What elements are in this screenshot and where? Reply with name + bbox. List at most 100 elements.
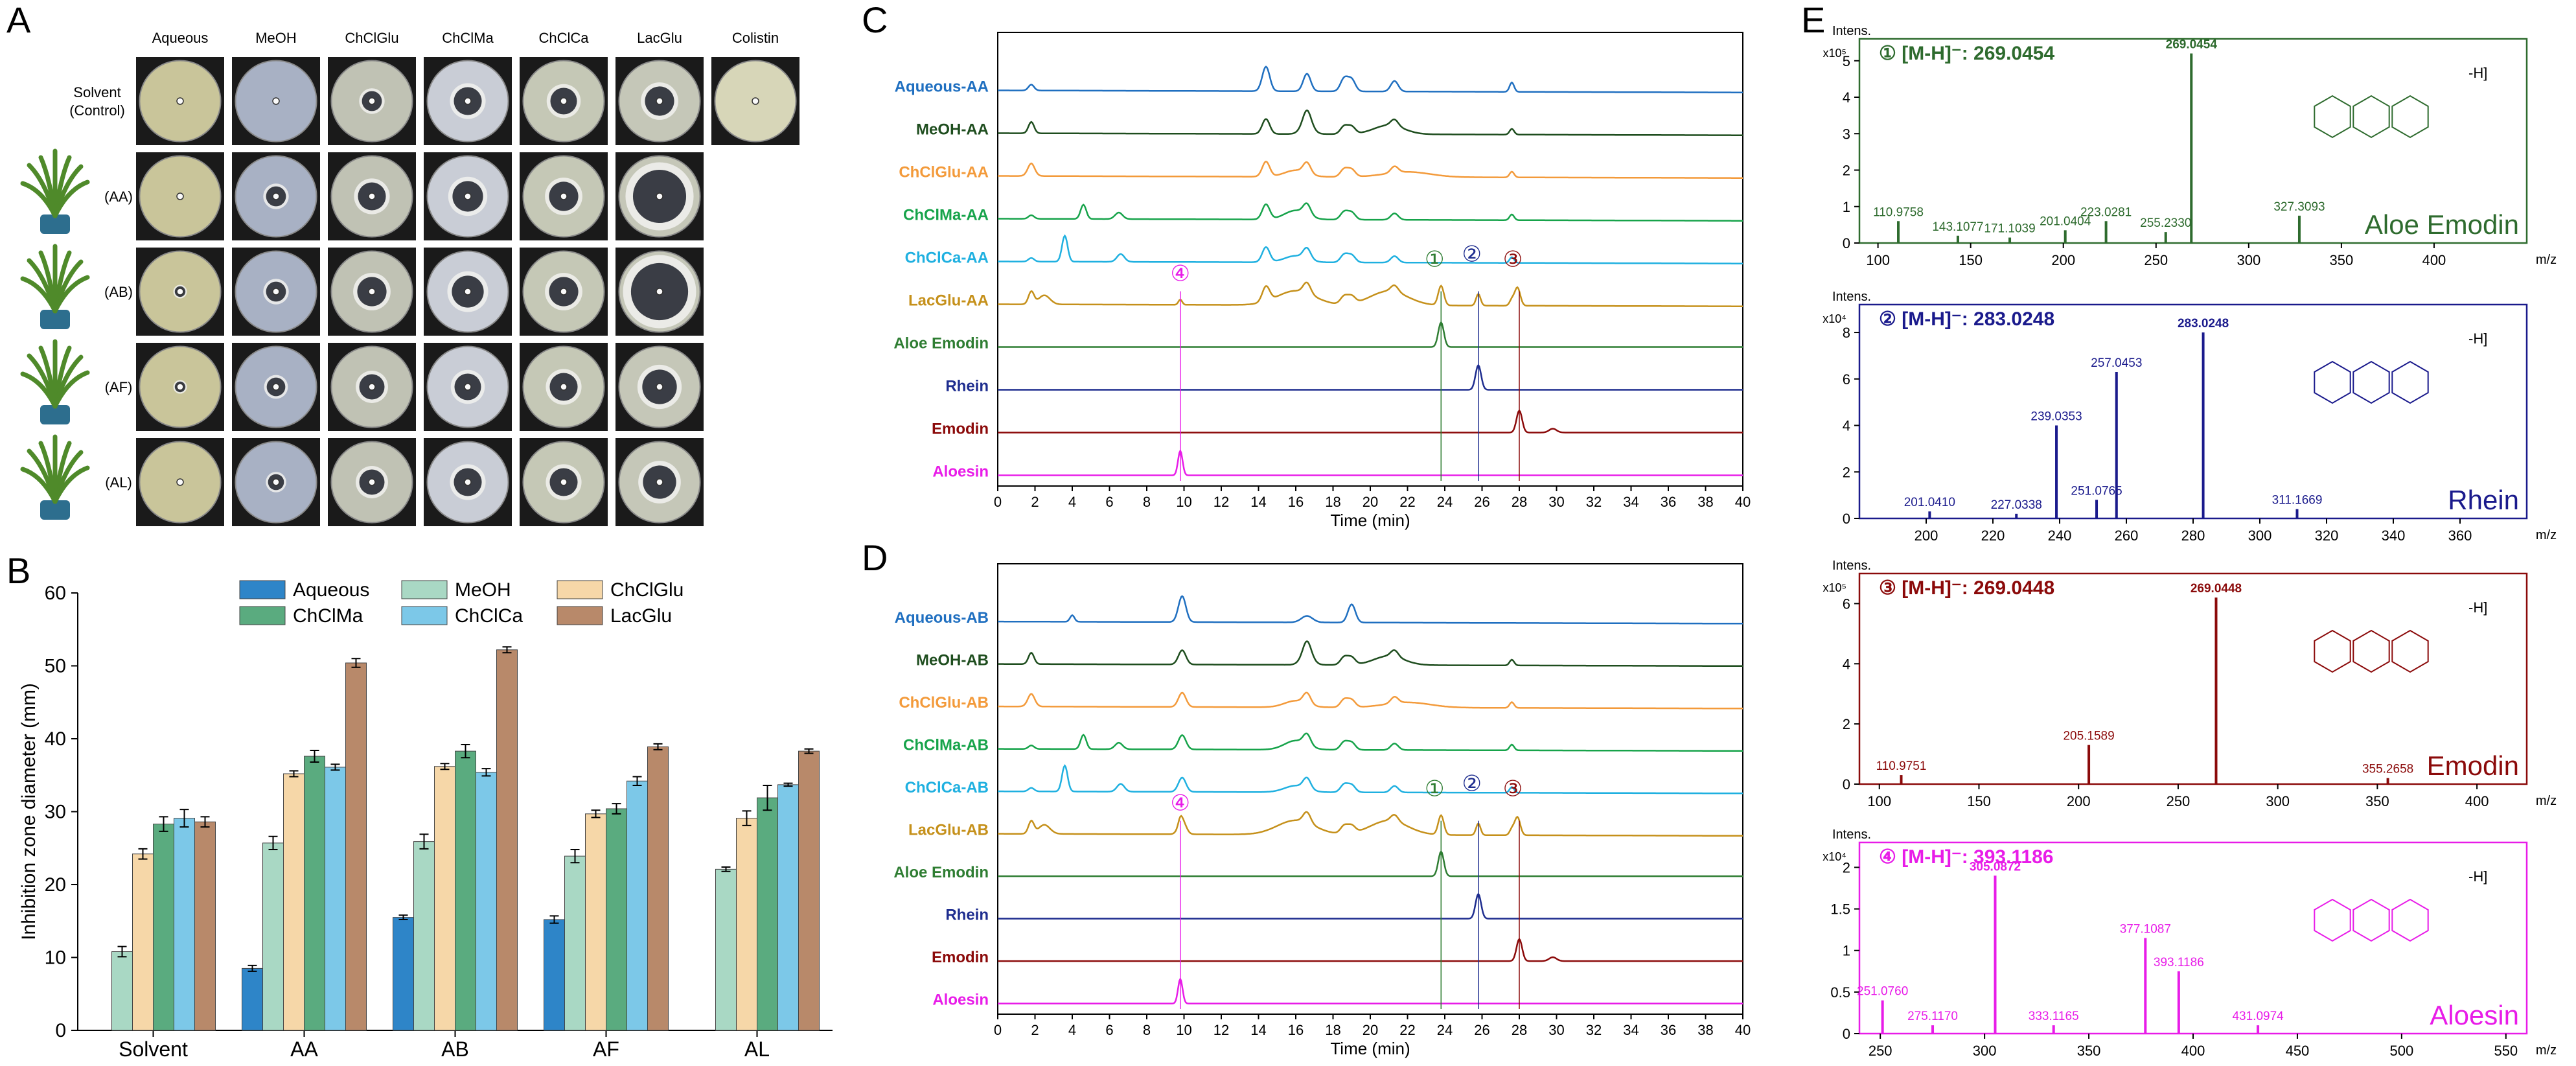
x-tick-label: 260: [2115, 527, 2139, 544]
x-tick-label: 100: [1866, 252, 1890, 268]
x-tick-label: 450: [2286, 1043, 2310, 1059]
x-tick-label: 6: [1105, 1022, 1113, 1038]
well: [560, 383, 568, 391]
x-category-label: AA: [290, 1037, 318, 1061]
well: [464, 478, 472, 486]
peak-marker: ③: [1503, 777, 1523, 802]
ring: [2352, 629, 2390, 673]
plant-leaf: [52, 370, 90, 409]
panel-c-chromatogram: 0 2 4 6 8 10 12 14 16 18 20 22 24 26 28 30 32 34 36 38 40Tim…: [893, 32, 1751, 530]
trace-label: Aloe Emodin: [893, 864, 989, 881]
plate-photo-icon: [615, 438, 704, 526]
peak-label: 143.1077: [1932, 220, 1983, 234]
ring: [2352, 95, 2390, 139]
bar-lacglu: [647, 746, 669, 1031]
plate-row-label: (AF): [105, 379, 133, 395]
chromatogram-trace: [998, 977, 1743, 1004]
plant-leaf: [52, 465, 90, 504]
x-tick-label: 34: [1623, 1022, 1639, 1038]
panel-a: Aqueous MeOH ChClGlu ChClMa ChClCa LacGlu Coli…: [20, 30, 799, 526]
x-tick-label: 250: [2144, 252, 2168, 268]
plant-pot: [40, 405, 70, 424]
y-tick-label: 6: [1843, 596, 1850, 612]
chromatogram-trace: [998, 321, 1743, 348]
well: [272, 192, 280, 200]
well: [176, 288, 184, 295]
x-tick-label: 300: [2237, 252, 2260, 268]
well: [560, 192, 568, 200]
x-tick-label: 20: [1363, 494, 1378, 510]
trace-label: Rhein: [945, 378, 989, 395]
well: [560, 478, 568, 486]
peak-label: 255.2330: [2140, 216, 2191, 230]
bar-chclca: [325, 767, 346, 1031]
x-tick-label: 8: [1143, 1022, 1151, 1038]
trace-label: ChClGlu-AB: [899, 694, 989, 712]
x-axis-label: Time (min): [1330, 511, 1410, 530]
row-label-line: Solvent: [73, 84, 121, 100]
y-tick-label: 20: [45, 874, 66, 896]
ion-bracket: -H]: [2468, 65, 2487, 81]
chromatogram-trace: [998, 202, 1743, 222]
bar-meoh: [715, 868, 737, 1031]
well: [656, 288, 663, 295]
peak-label: 355.2658: [2362, 763, 2413, 776]
x-tick-label: 8: [1143, 494, 1151, 510]
spectrum-header: ② [M-H]⁻: 283.0248: [1879, 308, 2054, 330]
legend-swatch: [401, 580, 448, 599]
peak-label: 223.0281: [2080, 205, 2132, 219]
plant-leaf: [52, 180, 90, 218]
plate-photo-icon: [615, 248, 704, 336]
x-category-label: AF: [593, 1037, 619, 1061]
y-tick-label: 0.5: [1830, 984, 1850, 1001]
panel-letter-d: D: [862, 537, 888, 578]
compound-name: Rhein: [2448, 485, 2519, 515]
legend-swatch: [401, 606, 448, 625]
well: [272, 97, 280, 105]
well: [176, 383, 184, 391]
plate-column-label: Colistin: [732, 30, 779, 46]
legend-label: LacGlu: [610, 605, 672, 627]
plate-photo-icon: [232, 152, 320, 240]
bar-chclglu: [132, 853, 154, 1031]
x-tick-label: 320: [2315, 527, 2339, 544]
bar-chclglu: [283, 773, 305, 1031]
y-tick-label: 3: [1843, 126, 1850, 142]
legend-swatch: [557, 606, 603, 625]
panel-letter-b: B: [6, 550, 30, 591]
trace-label: ChClMa-AA: [903, 207, 989, 224]
chromatogram-trace: [998, 764, 1743, 794]
x-tick-label: 28: [1512, 494, 1527, 510]
plate-photo-icon: [232, 438, 320, 526]
plate-column-label: ChClGlu: [345, 30, 398, 46]
bar-chclca: [777, 784, 799, 1031]
y-tick-label: 2: [1843, 163, 1850, 179]
well: [656, 478, 663, 486]
x-category-label: AL: [744, 1037, 770, 1061]
plate-column-label: LacGlu: [637, 30, 682, 46]
x-tick-label: 360: [2448, 527, 2472, 544]
y-tick-label: 40: [45, 728, 66, 750]
bar-chclglu: [736, 818, 757, 1031]
chromatogram-trace: [998, 732, 1743, 752]
intens-exponent: x10⁵: [1823, 47, 1846, 60]
trace-label: ChClGlu-AA: [899, 164, 989, 181]
y-tick-label: 1: [1843, 943, 1850, 959]
chromatogram-trace: [998, 937, 1743, 962]
plate-photo-icon: [520, 438, 608, 526]
x-tick-label: 150: [1967, 793, 1991, 809]
plot-frame: [997, 32, 1743, 487]
bar-lacglu: [194, 821, 216, 1031]
ion-bracket: -H]: [2468, 599, 2487, 616]
chromatogram-trace: [998, 640, 1743, 667]
x-category-label: Solvent: [119, 1037, 188, 1061]
structure-icon: [2314, 95, 2429, 139]
plant-leaf: [20, 371, 58, 409]
y-axis-label: Inhibition zone diameter (mm): [18, 683, 40, 940]
spectrum-frame: [1858, 303, 2528, 520]
intens-exponent: x10⁵: [1823, 581, 1846, 594]
plate-column-label: MeOH: [255, 30, 297, 46]
x-tick-label: 20: [1363, 1022, 1378, 1038]
peak-marker: ④: [1171, 262, 1190, 286]
peak-label: 311.1669: [2272, 494, 2323, 507]
